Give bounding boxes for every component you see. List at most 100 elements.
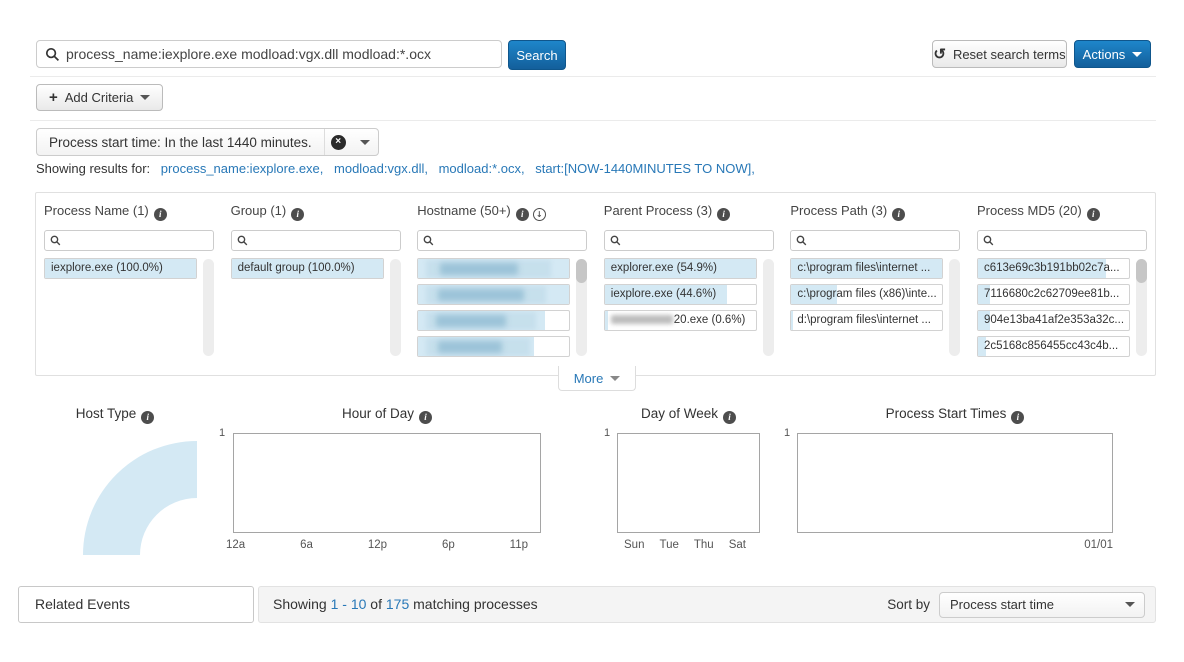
info-icon[interactable] <box>1086 207 1100 221</box>
facet-row[interactable]: 7116680c2c62709ee81b... <box>976 283 1130 305</box>
x-tick: Sun <box>624 539 645 551</box>
divider <box>30 76 1156 77</box>
facet-row[interactable]: 20.exe (0.6%) <box>603 309 757 331</box>
facet-column-parent-process: Parent Process (3) explorer.exe (54.9%) … <box>603 203 774 363</box>
facet-filter-input[interactable] <box>434 232 587 249</box>
process-start-times-title: Process Start Times <box>797 406 1113 424</box>
result-total-link[interactable]: 175 <box>385 596 410 612</box>
facet-row[interactable]: iexplore.exe (100.0%) <box>44 257 197 279</box>
host-type-donut-chart[interactable] <box>83 438 198 556</box>
search-term-link[interactable]: modload:*.ocx, <box>438 161 525 176</box>
search-term-link[interactable]: modload:vgx.dll, <box>334 161 428 176</box>
facet-scrollbar[interactable] <box>389 258 401 356</box>
info-icon[interactable] <box>1011 410 1025 424</box>
reset-label: Reset search terms <box>952 46 1066 62</box>
facet-row-redacted[interactable] <box>417 336 571 357</box>
facet-row[interactable]: d:\program files\internet ... <box>790 309 944 331</box>
facet-title: Process MD5 (20) <box>976 203 1082 218</box>
facet-row[interactable]: c613e69c3b191bb02c7a... <box>976 257 1130 279</box>
info-icon[interactable] <box>153 207 167 221</box>
x-tick: 6a <box>300 539 313 551</box>
hour-of-day-chart[interactable] <box>233 433 541 533</box>
showing-results-line: Showing results for: process_name:iexplo… <box>36 161 755 176</box>
search-button[interactable]: Search <box>508 40 566 70</box>
facet-row[interactable]: explorer.exe (54.9%) <box>603 257 757 279</box>
actions-label: Actions <box>1082 46 1126 62</box>
info-icon[interactable] <box>291 207 305 221</box>
search-icon <box>423 235 434 246</box>
info-icon[interactable] <box>892 207 906 221</box>
search-input-group <box>36 40 502 68</box>
facet-row[interactable]: iexplore.exe (44.6%) <box>603 283 757 305</box>
facet-row[interactable]: c:\program files\internet ... <box>790 257 944 279</box>
facet-row[interactable]: 2c5168c856455cc43c4b... <box>976 335 1130 357</box>
facet-filter-group <box>976 229 1147 251</box>
process-start-times-x-ticks: 01/01 <box>797 539 1113 551</box>
facet-column-group: Group (1) default group (100.0%) <box>230 203 401 363</box>
divider <box>30 120 1156 121</box>
facet-filter-input[interactable] <box>807 231 960 249</box>
search-term-link[interactable]: process_name:iexplore.exe, <box>160 161 324 176</box>
redacted-hostname <box>438 289 525 301</box>
result-range-link[interactable]: 1 - 10 <box>330 596 367 612</box>
facet-column-hostname: Hostname (50+) <box>417 203 588 363</box>
facet-scrollbar[interactable] <box>949 258 961 356</box>
reset-icon <box>933 47 946 62</box>
facet-scrollbar[interactable] <box>576 259 588 356</box>
more-facets-button[interactable]: More <box>558 366 636 391</box>
close-icon <box>330 134 346 150</box>
facet-row-redacted[interactable] <box>417 284 571 305</box>
actions-button[interactable]: Actions <box>1074 40 1151 68</box>
hour-of-day-title: Hour of Day <box>233 406 541 424</box>
search-term-link[interactable]: start:[NOW-1440MINUTES TO NOW], <box>535 161 755 176</box>
search-input[interactable] <box>60 42 501 66</box>
load-more-icon[interactable] <box>532 208 546 221</box>
info-icon[interactable] <box>141 410 155 424</box>
facet-row-list: c:\program files\internet ... c:\program… <box>790 257 961 363</box>
criteria-chip-process-start-time[interactable]: Process start time: In the last 1440 min… <box>36 128 379 156</box>
chevron-down-icon <box>1132 51 1143 57</box>
showing-results-prefix: Showing results for: <box>36 161 151 176</box>
criteria-chip-dropdown[interactable] <box>352 129 378 155</box>
day-of-week-chart[interactable] <box>617 433 760 533</box>
facet-fill-bar <box>977 258 1107 278</box>
facet-filter-input[interactable] <box>247 231 400 249</box>
facet-row-label: iexplore.exe (44.6%) <box>610 287 717 300</box>
facet-row-list: c613e69c3b191bb02c7a... 7116680c2c62709e… <box>976 257 1147 363</box>
facet-row[interactable]: c:\program files (x86)\inte... <box>790 283 944 305</box>
facet-scrollbar[interactable] <box>762 258 774 356</box>
facet-row-label: iexplore.exe (100.0%) <box>51 261 163 274</box>
x-tick: 11p <box>509 539 528 551</box>
info-icon[interactable] <box>723 410 737 424</box>
plus-icon <box>49 90 58 105</box>
facet-row-redacted[interactable] <box>417 310 571 331</box>
facet-filter-input[interactable] <box>61 231 213 249</box>
scrollbar-thumb[interactable] <box>576 259 588 283</box>
facet-filter-input[interactable] <box>993 231 1146 249</box>
facet-row-redacted[interactable] <box>417 258 571 279</box>
facet-title: Process Path (3) <box>790 203 888 218</box>
remove-criteria-button[interactable] <box>323 129 352 155</box>
facet-row-list <box>417 258 588 363</box>
x-tick: Tue <box>659 539 679 551</box>
sort-select[interactable]: Process start time <box>939 591 1145 618</box>
facet-fill-bar <box>977 310 991 330</box>
facet-scrollbar[interactable] <box>203 258 214 356</box>
facet-row[interactable]: 904e13ba41af2e353a32c... <box>976 309 1130 331</box>
related-events-tab[interactable]: Related Events <box>18 586 254 623</box>
add-criteria-button[interactable]: Add Criteria <box>36 84 164 111</box>
process-start-times-chart[interactable] <box>797 433 1113 533</box>
info-icon[interactable] <box>515 207 529 221</box>
info-icon[interactable] <box>717 207 731 221</box>
reset-search-button[interactable]: Reset search terms <box>932 40 1067 68</box>
chevron-down-icon <box>140 95 151 100</box>
facet-filter-group <box>417 230 588 251</box>
facet-filter-input[interactable] <box>620 231 773 249</box>
facet-row-label: 2c5168c856455cc43c4b... <box>983 339 1119 352</box>
info-icon[interactable] <box>419 410 433 424</box>
scrollbar-thumb[interactable] <box>1135 258 1147 283</box>
facet-scrollbar[interactable] <box>1135 258 1147 356</box>
redacted-hostname <box>436 315 507 327</box>
facet-row[interactable]: default group (100.0%) <box>230 257 384 279</box>
facet-column-process-name: Process Name (1) iexplore.exe (100.0%) <box>44 203 214 363</box>
